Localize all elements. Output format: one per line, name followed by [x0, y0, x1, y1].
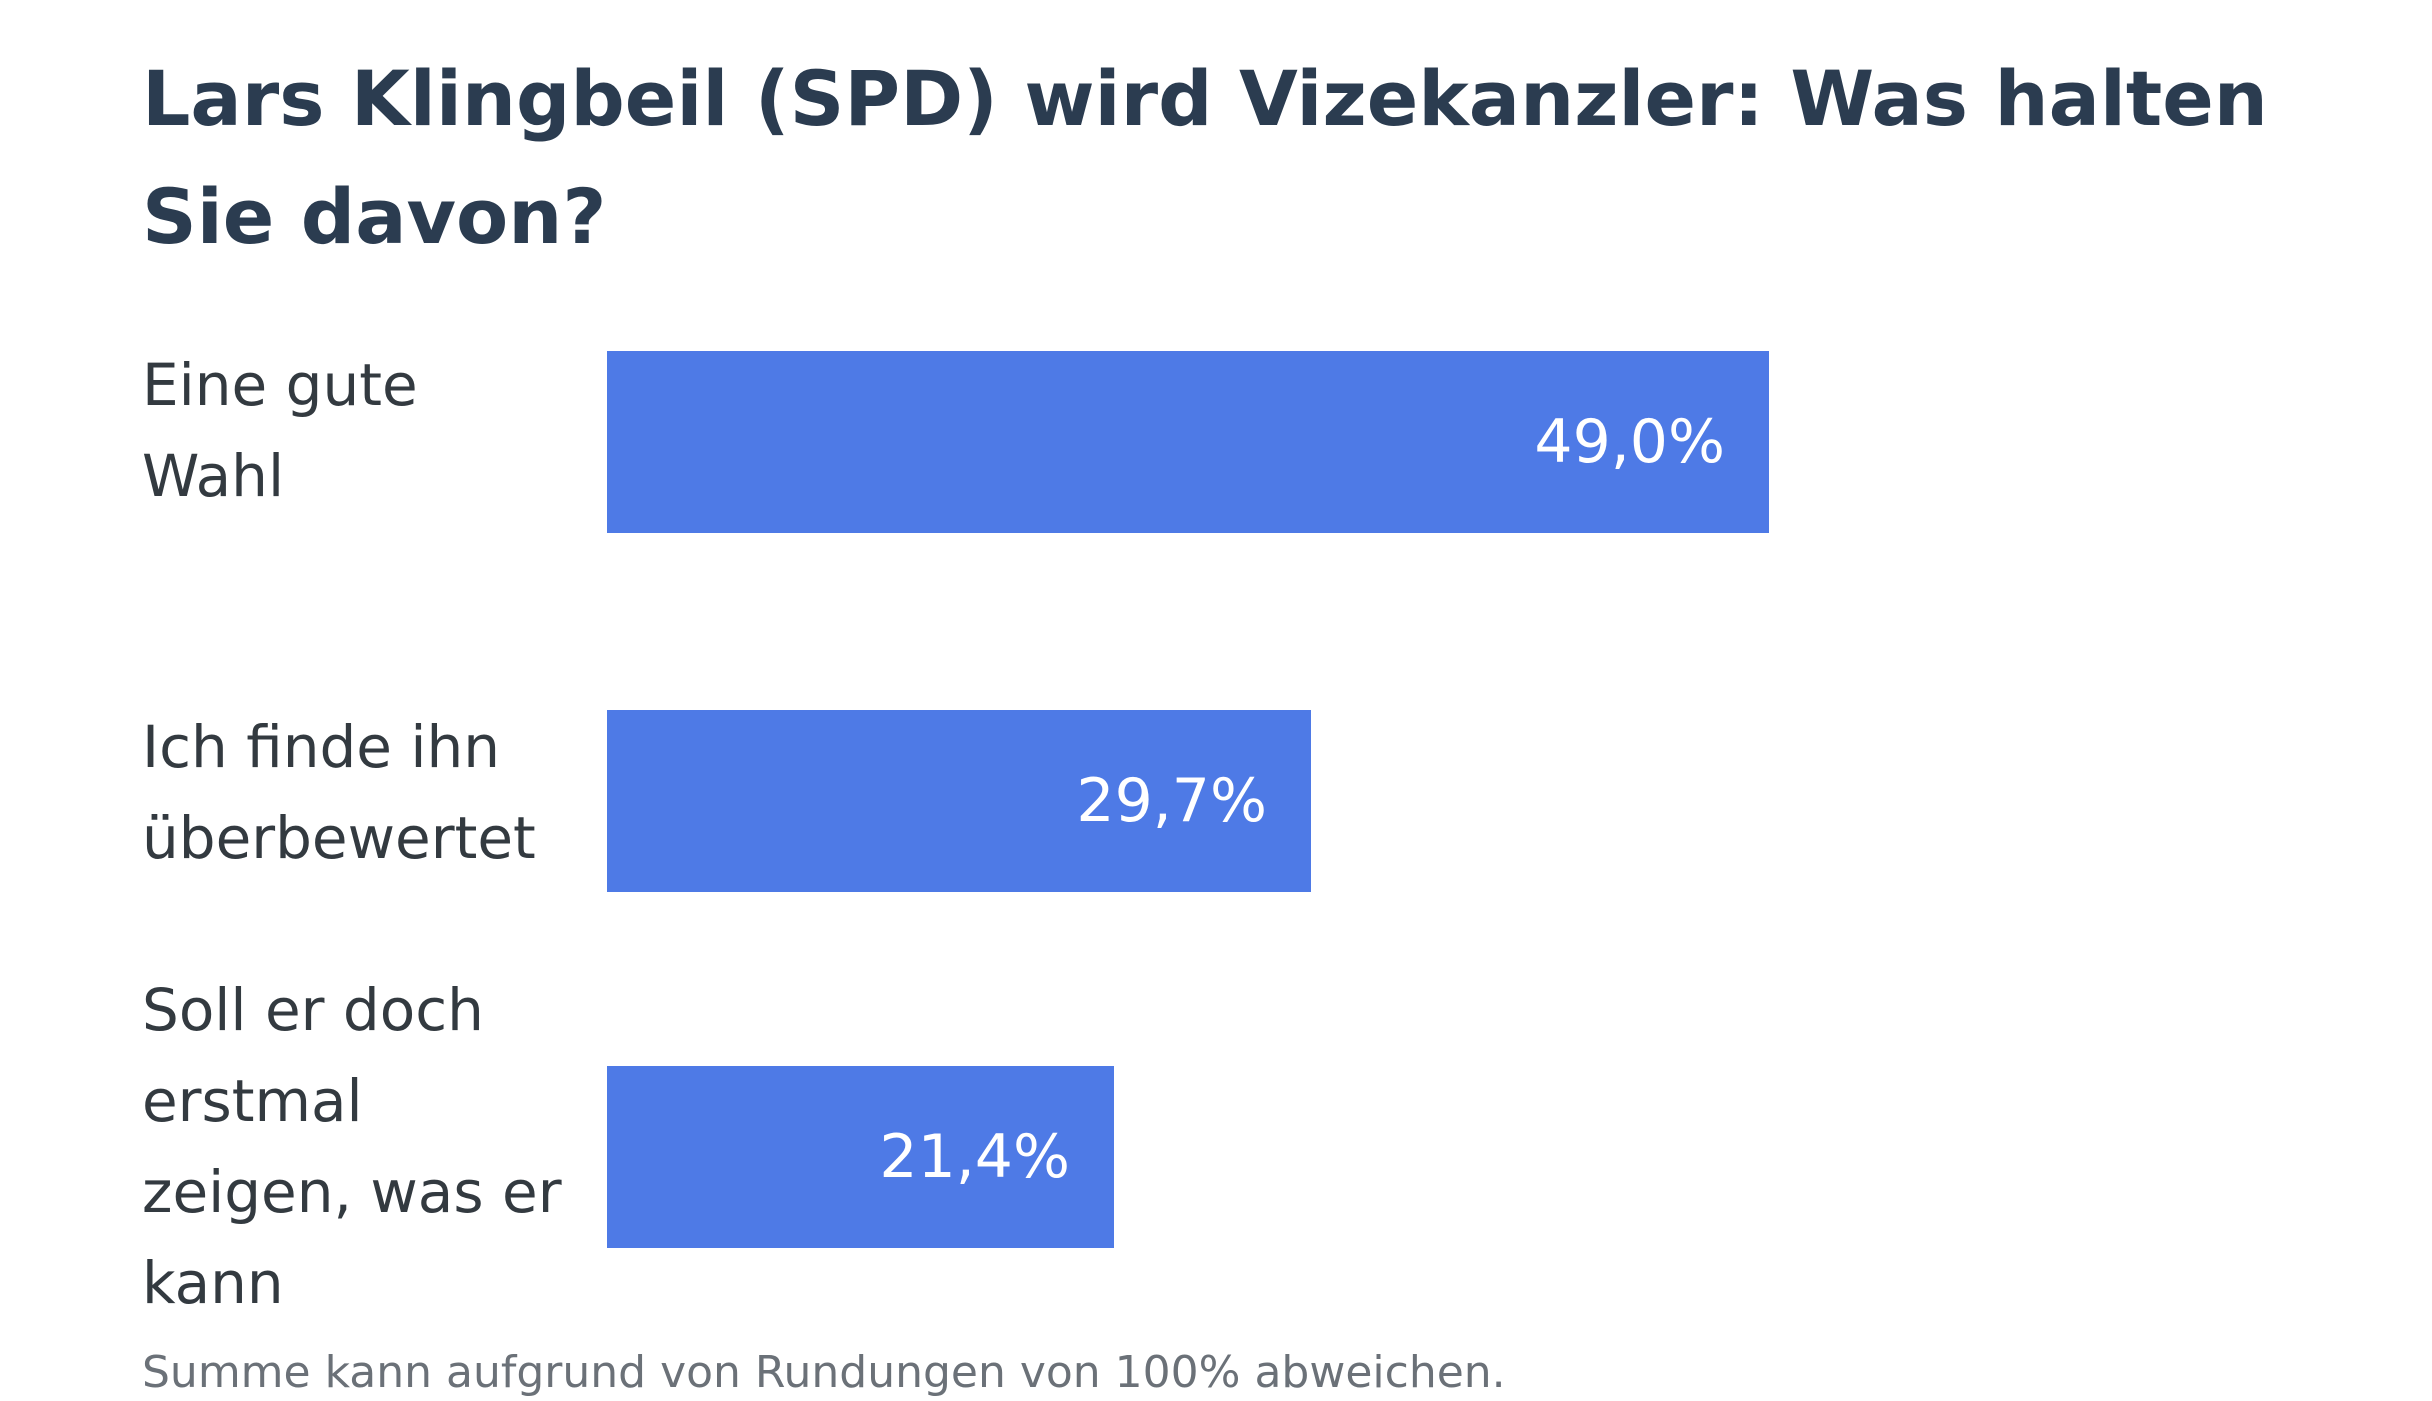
- bar-value-label: 21,4%: [879, 1122, 1070, 1192]
- category-label: Ich finde ihn überbewertet: [142, 713, 536, 872]
- chart-title: Lars Klingbeil (SPD) wird Vizekanzler: W…: [142, 54, 2268, 261]
- bar-value-label: 49,0%: [1534, 407, 1725, 477]
- bar: 49,0%: [607, 351, 1769, 533]
- category-label: Soll er doch erstmal zeigen, was er kann: [142, 976, 562, 1317]
- bar: 29,7%: [607, 710, 1311, 892]
- chart-footnote: Summe kann aufgrund von Rundungen von 10…: [142, 1347, 1506, 1398]
- category-label: Eine gute Wahl: [142, 351, 418, 510]
- bar-value-label: 29,7%: [1076, 766, 1267, 836]
- bar: 21,4%: [607, 1066, 1114, 1248]
